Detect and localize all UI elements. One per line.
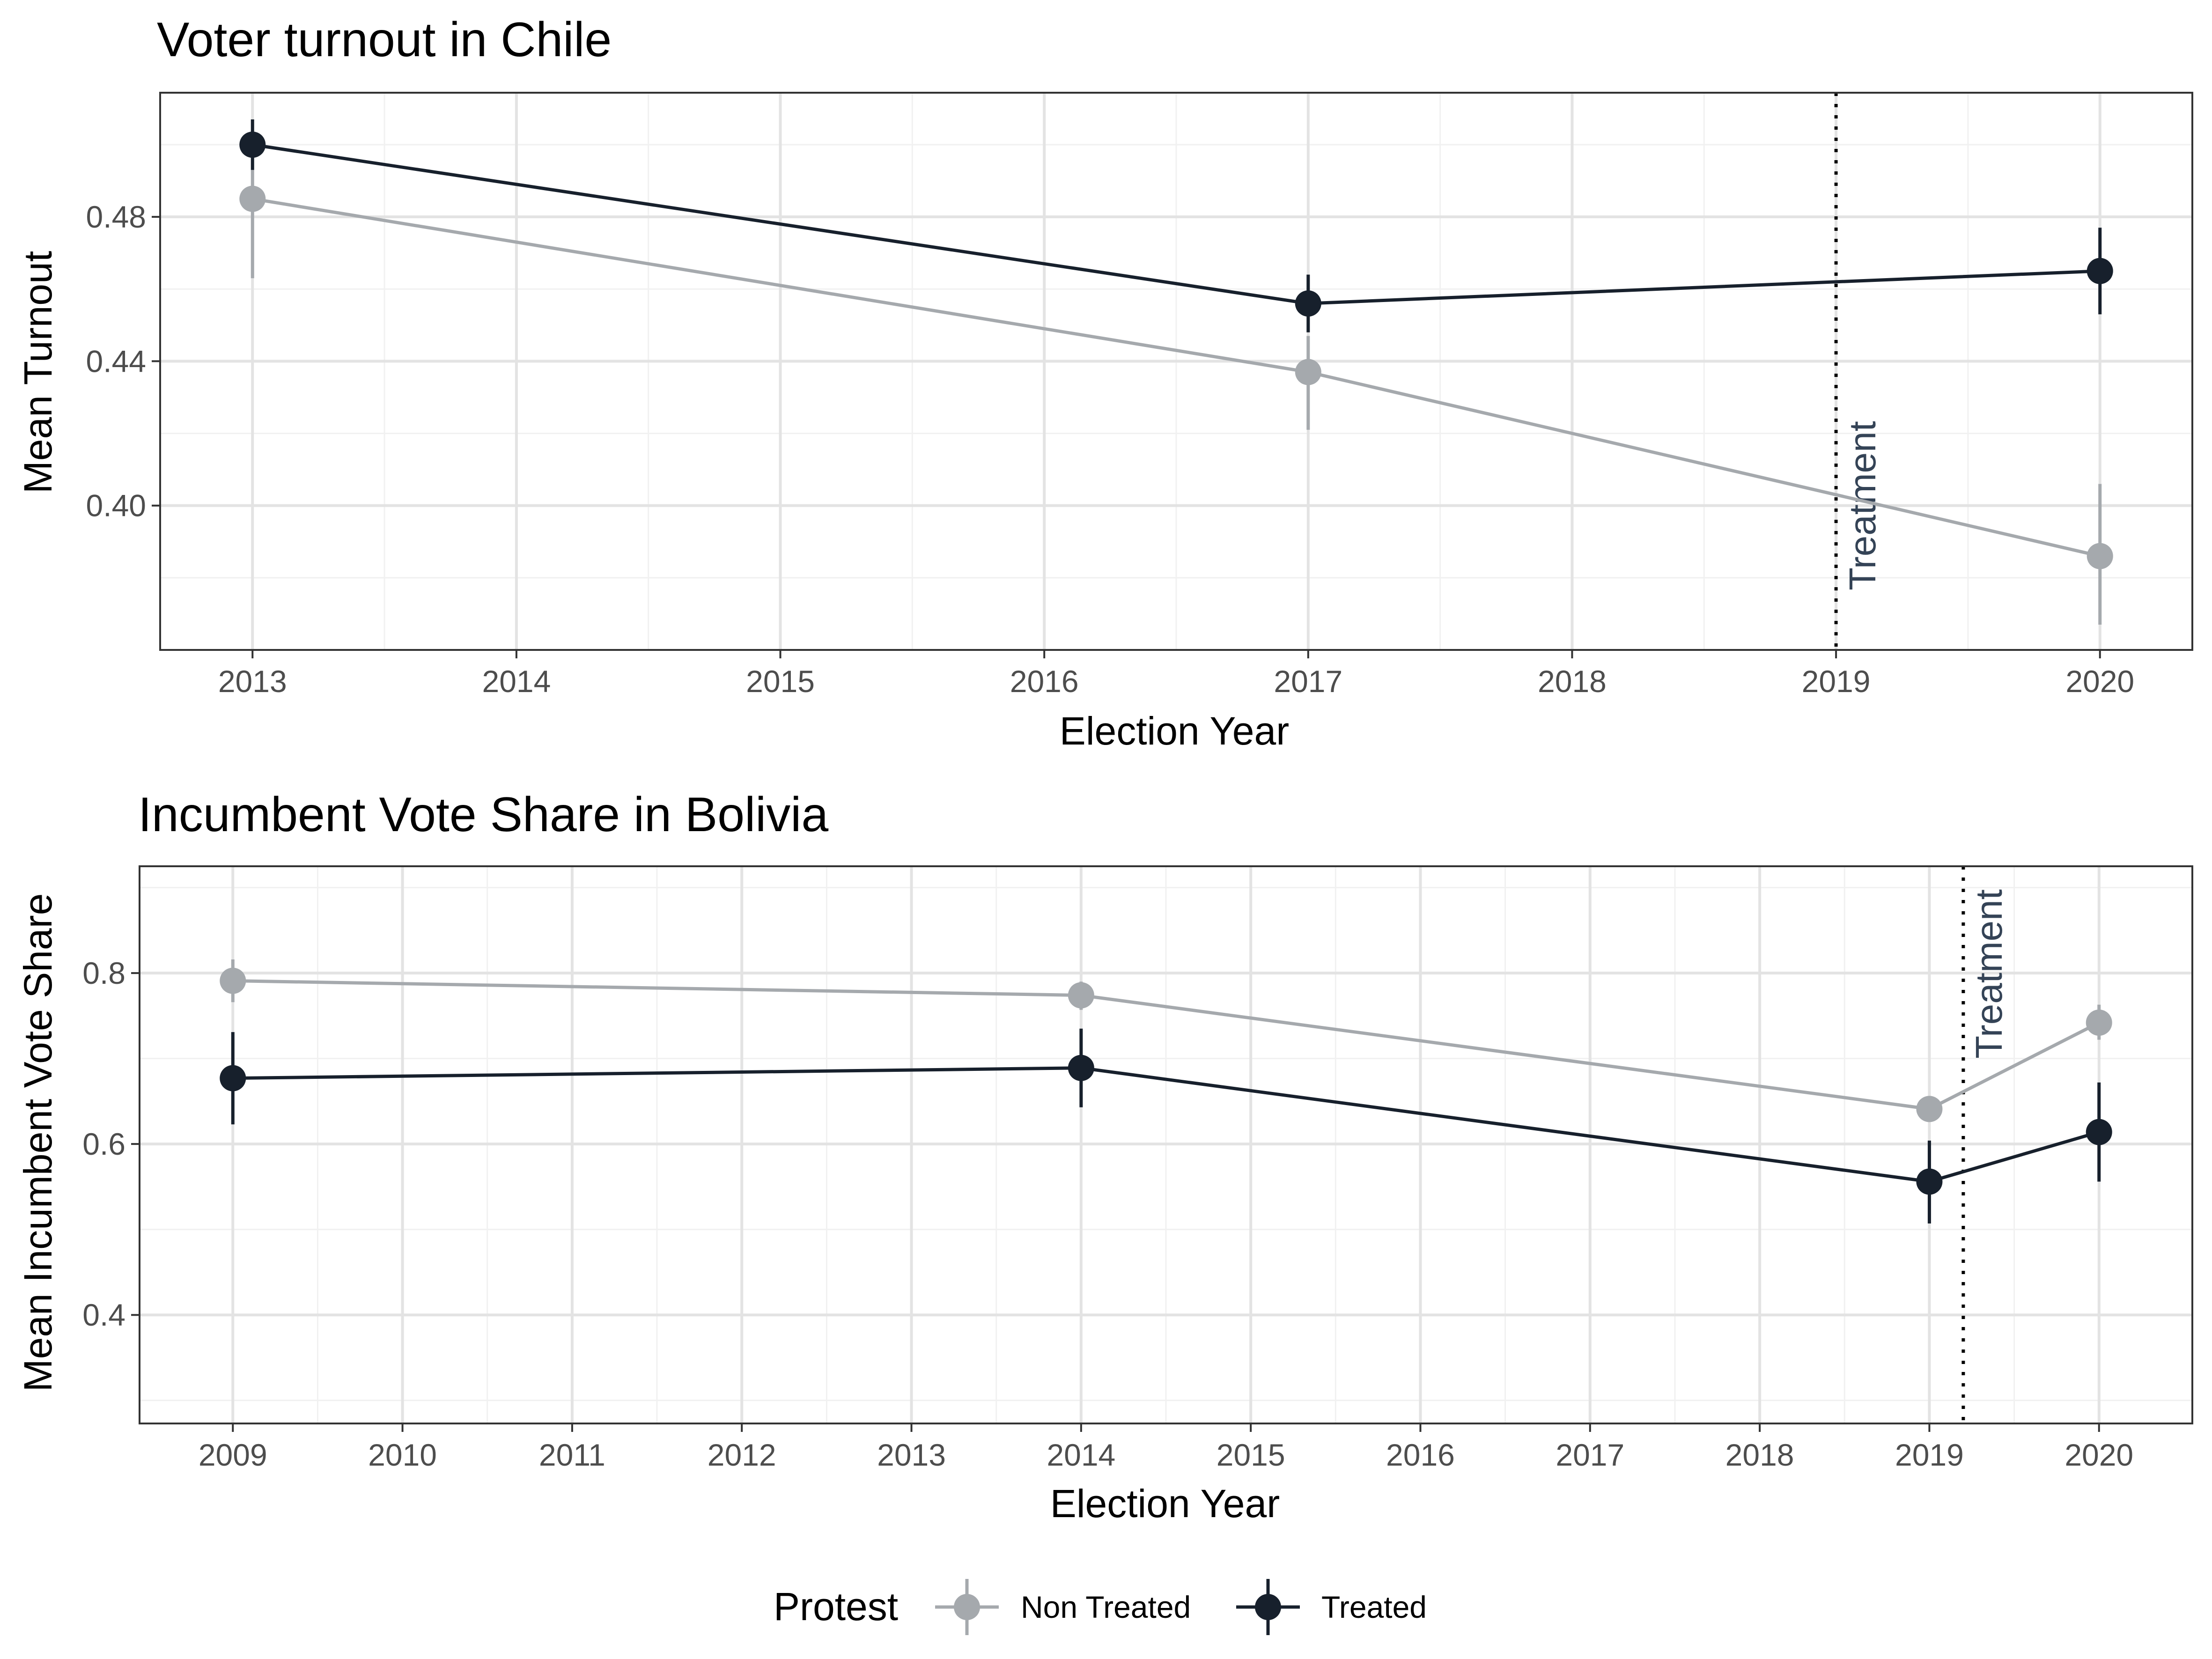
- chart-chile: Voter turnout in Chile Treatment 2013 201…: [16, 13, 2193, 753]
- chile-series-treated: [239, 119, 2113, 332]
- chart-bolivia: Incumbent Vote Share in Bolivia Treatmen…: [16, 788, 2193, 1526]
- chile-x-tick-label: 2016: [1010, 664, 1079, 699]
- chile-non-treated-point: [2087, 543, 2113, 569]
- bolivia-treated-point: [2086, 1119, 2112, 1145]
- bolivia-x-tick-label: 2014: [1047, 1438, 1115, 1472]
- legend-label-non-treated: Non Treated: [1021, 1590, 1191, 1624]
- bolivia-series: [220, 959, 2112, 1224]
- legend-label-treated: Treated: [1321, 1590, 1427, 1624]
- bolivia-x-tick-label: 2018: [1725, 1438, 1794, 1472]
- bolivia-x-tick-label: 2013: [877, 1438, 946, 1472]
- chile-series-non-treated: [239, 170, 2113, 625]
- chile-y-tick-label: 0.40: [86, 488, 146, 523]
- chile-x-tick-label: 2018: [1538, 664, 1607, 699]
- chile-x-tick-label: 2020: [2065, 664, 2134, 699]
- legend-key-treated: [1236, 1579, 1300, 1635]
- bolivia-x-axis-ticks: 2009 2010 2011 2012 2013 2014 2015 2016 2017 2018…: [199, 1423, 2133, 1472]
- chile-chart-title: Voter turnout in Chile: [157, 13, 612, 67]
- bolivia-series-treated: [220, 1028, 2112, 1224]
- bolivia-treated-point: [1916, 1168, 1943, 1195]
- chile-non-treated-point: [239, 185, 266, 212]
- chile-x-tick-label: 2015: [746, 664, 815, 699]
- chile-x-axis-title: Election Year: [1060, 709, 1289, 753]
- chile-x-tick-label: 2013: [218, 664, 287, 699]
- bolivia-x-tick-label: 2009: [199, 1438, 267, 1472]
- bolivia-x-tick-label: 2015: [1217, 1438, 1285, 1472]
- chile-panel-border: [159, 92, 2193, 651]
- legend-title: Protest: [774, 1585, 898, 1629]
- chile-y-tick-label: 0.44: [86, 344, 146, 378]
- legend-key-non-treated: [935, 1579, 999, 1635]
- chile-x-tick-label: 2017: [1274, 664, 1342, 699]
- bolivia-treated-point: [220, 1065, 246, 1091]
- chile-treated-point: [239, 131, 266, 158]
- chile-x-axis-ticks: 2013 2014 2015 2016 2017 2018 2019 2020: [218, 650, 2134, 699]
- bolivia-x-tick-label: 2017: [1556, 1438, 1624, 1472]
- bolivia-series-non-treated: [220, 959, 2112, 1122]
- bolivia-y-tick-label: 0.4: [82, 1298, 125, 1332]
- bolivia-x-tick-label: 2012: [708, 1438, 776, 1472]
- bolivia-non-treated-point: [1916, 1096, 1943, 1122]
- bolivia-y-axis-title: Mean Incumbent Vote Share: [16, 893, 60, 1392]
- bolivia-treated-point: [1068, 1054, 1094, 1081]
- chile-treated-point: [1295, 290, 1321, 317]
- legend-key-point: [954, 1594, 980, 1620]
- chile-series: [239, 119, 2113, 625]
- chile-treatment-line: Treatment: [1834, 93, 1883, 650]
- bolivia-x-axis-title: Election Year: [1050, 1482, 1280, 1526]
- bolivia-non-treated-point: [220, 967, 246, 994]
- legend: Protest Non Treated Treated: [774, 1579, 1427, 1635]
- bolivia-non-treated-point: [2086, 1010, 2112, 1036]
- chile-x-tick-label: 2019: [1802, 664, 1871, 699]
- legend-keys: [935, 1579, 1300, 1635]
- bolivia-y-tick-label: 0.8: [82, 956, 125, 990]
- bolivia-non-treated-line: [233, 979, 2100, 1111]
- bolivia-grid: [140, 866, 2192, 1423]
- chile-treated-point: [2087, 258, 2113, 284]
- bolivia-chart-title: Incumbent Vote Share in Bolivia: [138, 788, 828, 842]
- chile-y-axis-title: Mean Turnout: [16, 251, 60, 494]
- bolivia-treated-line: [233, 1066, 2100, 1184]
- bolivia-x-tick-label: 2016: [1386, 1438, 1455, 1472]
- chile-y-tick-label: 0.48: [86, 199, 146, 234]
- bolivia-y-axis-ticks: 0.4 0.6 0.8: [82, 956, 140, 1332]
- bolivia-x-tick-label: 2019: [1895, 1438, 1964, 1472]
- bolivia-non-treated-point: [1068, 982, 1094, 1009]
- bolivia-treatment-line: Treatment: [1961, 866, 2010, 1423]
- chile-non-treated-point: [1295, 359, 1321, 385]
- legend-key-point: [1255, 1594, 1281, 1620]
- bolivia-x-tick-label: 2010: [368, 1438, 437, 1472]
- chile-y-axis-ticks: 0.40 0.44 0.48: [86, 199, 160, 523]
- bolivia-treatment-label: Treatment: [1968, 889, 2010, 1059]
- bolivia-x-tick-label: 2020: [2065, 1438, 2133, 1472]
- chile-x-tick-label: 2014: [482, 664, 551, 699]
- bolivia-x-tick-label: 2011: [539, 1438, 605, 1472]
- bolivia-y-tick-label: 0.6: [82, 1127, 125, 1161]
